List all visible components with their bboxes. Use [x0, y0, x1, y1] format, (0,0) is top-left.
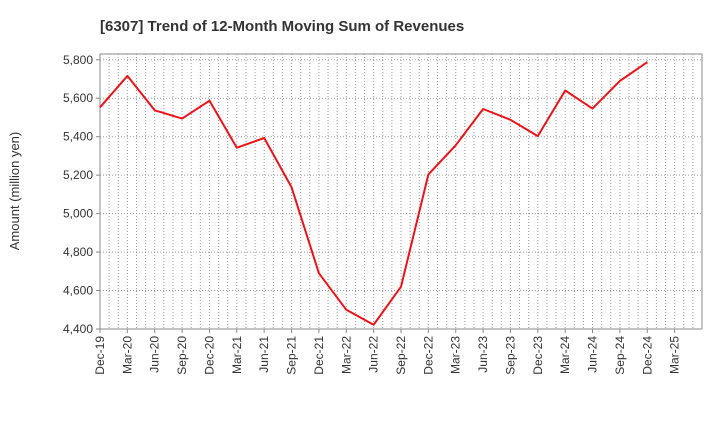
- x-tick-label: Dec-21: [312, 336, 326, 375]
- y-tick-label: 5,400: [63, 130, 93, 144]
- y-tick-label: 5,000: [63, 207, 93, 221]
- x-tick-label: Sep-21: [285, 336, 299, 375]
- x-tick-label: Jun-23: [476, 336, 490, 373]
- chart-title: [6307] Trend of 12-Month Moving Sum of R…: [100, 18, 464, 35]
- series-group: [99, 61, 648, 326]
- x-tick-label: Jun-22: [367, 336, 381, 373]
- x-tick-label: Dec-24: [640, 336, 654, 375]
- y-axis-label: Amount (million yen): [7, 132, 22, 251]
- x-tick-label: Mar-24: [558, 336, 572, 374]
- series-line: [99, 61, 648, 326]
- x-tick-label: Sep-20: [175, 336, 189, 375]
- x-tick-label: Dec-22: [421, 336, 435, 375]
- x-tick-label: Jun-21: [257, 336, 271, 373]
- y-tick-label: 4,600: [63, 284, 93, 298]
- y-tick-label: 5,200: [63, 168, 93, 182]
- x-tick-label: Sep-22: [394, 336, 408, 375]
- x-tick-label: Jun-24: [586, 336, 600, 373]
- x-tick-label: Sep-24: [613, 336, 627, 375]
- x-tick-label: Mar-21: [230, 336, 244, 374]
- y-tick-label: 4,800: [63, 245, 93, 259]
- x-tick-label: Jun-20: [148, 336, 162, 373]
- y-tick-label: 4,400: [63, 322, 93, 336]
- x-tick-label: Dec-20: [202, 336, 216, 375]
- x-tick-label: Dec-23: [531, 336, 545, 375]
- y-tick-label: 5,800: [63, 53, 93, 67]
- x-tick-label: Mar-25: [668, 336, 682, 374]
- x-tick-label: Mar-22: [339, 336, 353, 374]
- x-axis-ticks: Dec-19 Mar-20 Jun-20 Sep-20 Dec-20 Mar-21 Jun-…: [93, 329, 682, 375]
- y-tick-label: 5,600: [63, 91, 93, 105]
- x-tick-label: Dec-19: [93, 336, 107, 375]
- x-tick-label: Mar-23: [449, 336, 463, 374]
- x-tick-label: Sep-23: [503, 336, 517, 375]
- y-axis-ticks: 4,400 4,600 4,800 5,000 5,200 5,400 5,600 5,800: [63, 53, 100, 336]
- gridlines: [100, 54, 702, 329]
- x-tick-label: Mar-20: [120, 336, 134, 374]
